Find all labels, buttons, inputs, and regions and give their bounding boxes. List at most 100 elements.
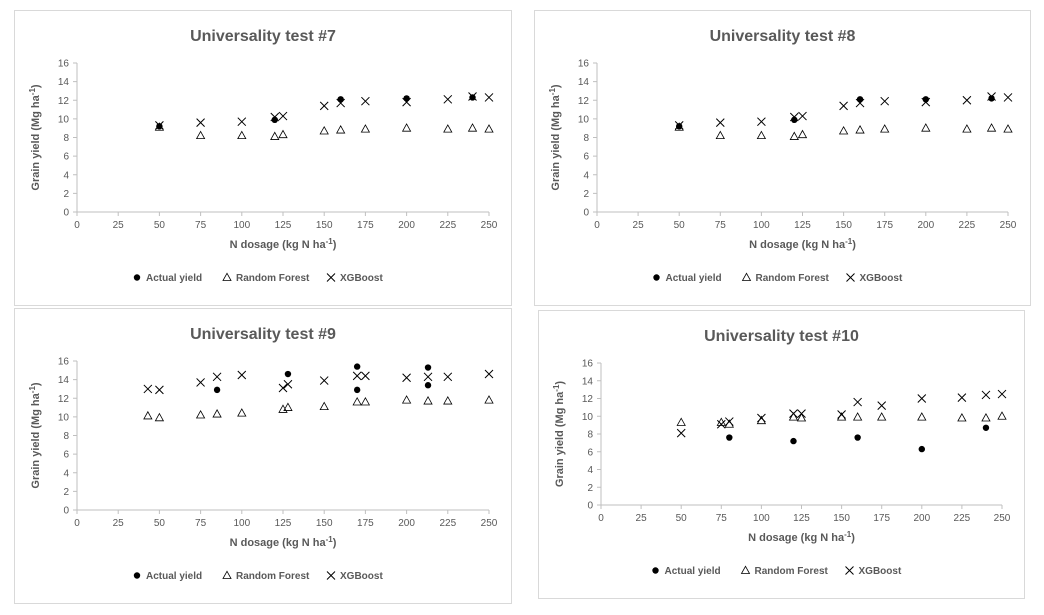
- xgboost-point: [443, 372, 453, 382]
- x-tick-label: 125: [793, 513, 810, 524]
- x-tick-label: 125: [794, 220, 811, 231]
- random-forest-point: [283, 402, 293, 411]
- random-forest-point: [467, 123, 478, 132]
- xgboost-point: [319, 376, 329, 385]
- xgboost-point: [798, 111, 807, 121]
- x-tick-label: 225: [954, 513, 971, 524]
- legend-label: XGBoost: [340, 273, 383, 284]
- random-forest-point: [352, 396, 362, 406]
- x-tick-label: 150: [316, 220, 333, 231]
- legend-xgboost: XGBoost: [845, 566, 902, 577]
- xgboost-point: [484, 369, 494, 379]
- x-tick-label: 150: [316, 518, 333, 529]
- actual-yield-point: [213, 386, 221, 394]
- x-tick-label: 200: [398, 220, 415, 231]
- y-tick-label: 2: [63, 189, 69, 200]
- xgboost-point: [957, 393, 967, 402]
- scatter-chart: Universality test #90 25 50 75 100 125 150 175 2…: [28, 326, 498, 582]
- xgboost-point: [757, 413, 766, 423]
- y-tick-label: 12: [582, 394, 594, 405]
- actual-yield-point: [726, 434, 733, 441]
- y-tick-label: 6: [63, 152, 69, 163]
- legend-label: Actual yield: [146, 571, 202, 582]
- legend-label: Random Forest: [236, 273, 310, 284]
- legend-random-forest: Random Forest: [741, 272, 830, 284]
- actual-yield-point: [922, 96, 929, 103]
- random-forest-point: [319, 401, 329, 411]
- random-forest-point: [788, 412, 799, 421]
- xgboost-point: [352, 371, 362, 381]
- actual-yield-point: [271, 116, 278, 124]
- random-forest-point: [319, 125, 329, 135]
- x-axis-label: N dosage (kg N ha-1): [748, 530, 855, 544]
- y-tick-label: 14: [582, 376, 594, 387]
- actual-yield-point: [353, 363, 361, 370]
- legend-random-forest-marker: [740, 565, 751, 574]
- y-tick-label: 16: [58, 357, 70, 368]
- x-tick-label: 250: [994, 513, 1011, 524]
- random-forest-point: [880, 124, 890, 133]
- x-tick-label: 0: [74, 220, 80, 231]
- x-tick-label: 175: [357, 518, 374, 529]
- legend-actual-yield: Actual yield: [133, 571, 202, 582]
- x-tick-label: 50: [674, 220, 686, 231]
- random-forest-point: [270, 131, 280, 140]
- random-forest-point: [360, 124, 371, 133]
- xgboost-point: [997, 389, 1007, 399]
- xgboost-point: [1003, 93, 1013, 102]
- x-tick-label: 200: [917, 220, 934, 231]
- legend-actual-yield: Actual yield: [653, 273, 722, 284]
- chart-panel-test-9: Universality test #9 0 25 50 75 100 125 150 175 2…: [14, 308, 512, 604]
- legend-random-forest: Random Forest: [222, 272, 310, 284]
- x-tick-label: 50: [676, 513, 688, 524]
- y-tick-label: 12: [58, 394, 70, 405]
- y-tick-label: 14: [58, 77, 70, 88]
- legend-label: XGBoost: [340, 571, 383, 582]
- y-tick-label: 12: [578, 96, 590, 107]
- random-forest-point: [484, 124, 494, 133]
- xgboost-point: [877, 401, 887, 410]
- scatter-chart: Universality test #70 25 50 75 100 125 150 175 2…: [28, 28, 498, 284]
- y-tick-label: 16: [578, 59, 590, 70]
- random-forest-point: [715, 130, 725, 140]
- xgboost-point: [757, 117, 766, 127]
- y-tick-label: 8: [63, 133, 69, 144]
- legend-label: Random Forest: [756, 273, 830, 284]
- actual-yield-point: [284, 370, 292, 378]
- random-forest-point: [796, 413, 807, 422]
- legend-actual-yield-marker: [133, 572, 141, 579]
- actual-yield-point: [854, 434, 861, 441]
- random-forest-point: [278, 129, 288, 139]
- xgboost-point: [880, 96, 890, 106]
- random-forest-point: [154, 412, 165, 422]
- y-tick-label: 0: [63, 506, 69, 517]
- actual-yield-point: [676, 123, 683, 130]
- y-tick-label: 6: [587, 447, 593, 458]
- random-forest-point: [423, 396, 433, 405]
- random-forest-point: [195, 130, 206, 140]
- chart-title: Universality test #9: [190, 326, 336, 343]
- x-tick-label: 75: [716, 513, 728, 524]
- y-tick-label: 8: [583, 133, 589, 144]
- legend-actual-yield: Actual yield: [133, 273, 202, 284]
- random-forest-point: [981, 413, 991, 422]
- y-axis-label: Grain yield (Mg ha-1): [28, 84, 42, 190]
- x-tick-label: 250: [481, 518, 498, 529]
- random-forest-point: [962, 124, 972, 133]
- chart-title: Universality test #7: [190, 28, 336, 45]
- chart-panel-test-7: Universality test #7 0 25 50 75 100 125 150 175 2…: [14, 10, 512, 306]
- random-forest-point: [855, 125, 865, 134]
- legend-xgboost-marker: [326, 571, 336, 580]
- x-tick-label: 0: [594, 220, 600, 231]
- actual-yield-point: [918, 445, 925, 453]
- x-tick-label: 100: [753, 513, 770, 524]
- xgboost-point: [789, 409, 798, 418]
- x-tick-label: 50: [154, 518, 166, 529]
- xgboost-point: [715, 118, 725, 127]
- x-tick-label: 25: [633, 220, 645, 231]
- random-forest-point: [997, 411, 1007, 420]
- legend-actual-yield: Actual yield: [652, 566, 721, 577]
- xgboost-point: [196, 118, 205, 127]
- scatter-chart: Universality test #100 25 50 75 100 125 150 175…: [552, 328, 1011, 577]
- random-forest-point: [921, 123, 931, 132]
